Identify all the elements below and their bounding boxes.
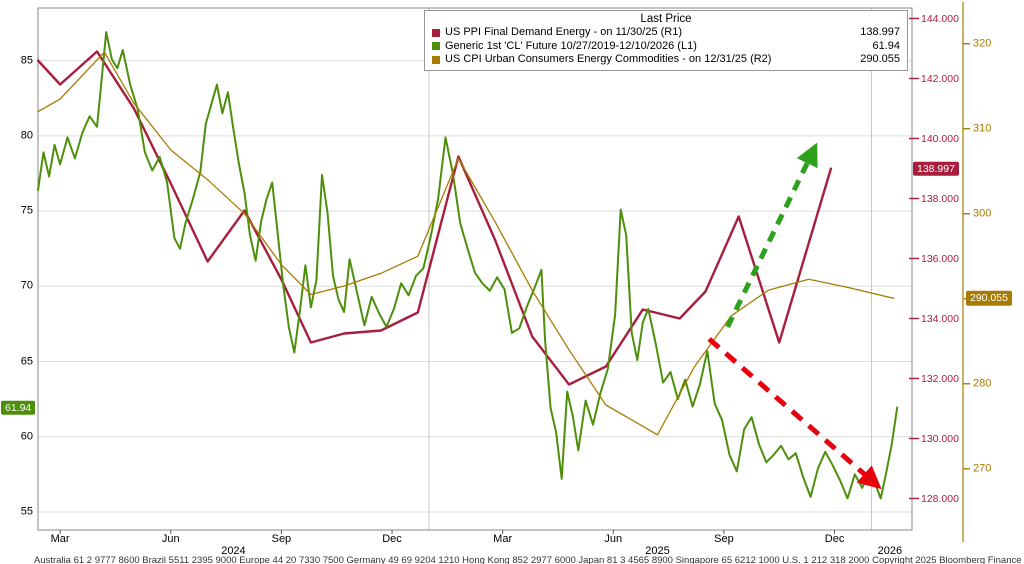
legend-swatch-icon [432, 42, 440, 51]
cl-future-series-line [37, 31, 899, 500]
trend-arrow-down-icon [707, 337, 882, 490]
chart-legend[interactable]: Last Price US PPI Final Demand Energy - … [424, 10, 908, 71]
legend-row-cpi[interactable]: US CPI Urban Consumers Energy Commoditie… [432, 53, 900, 67]
trend-arrow-up-icon [725, 142, 818, 329]
legend-label: US PPI Final Demand Energy - on 11/30/25… [445, 26, 683, 38]
legend-label: Generic 1st 'CL' Future 10/27/2019-12/10… [445, 39, 697, 52]
footer-disclaimer: Australia 61 2 9777 8600 Brazil 5511 239… [34, 556, 1022, 564]
legend-rows: US PPI Final Demand Energy - on 11/30/25… [432, 26, 900, 67]
plot-border [37, 7, 913, 531]
legend-last-price: 138.997 [860, 26, 900, 38]
legend-title: Last Price [640, 13, 692, 25]
legend-row-cl-future[interactable]: Generic 1st 'CL' Future 10/27/2019-12/10… [432, 40, 900, 54]
legend-last-price: 61.94 [872, 39, 900, 52]
legend-label: US CPI Urban Consumers Energy Commoditie… [445, 53, 772, 65]
legend-swatch-icon [432, 55, 440, 64]
cpi-series-line [37, 51, 895, 436]
legend-last-price: 290.055 [860, 53, 900, 65]
legend-row-ppi[interactable]: US PPI Final Demand Energy - on 11/30/25… [432, 26, 900, 40]
legend-swatch-icon [432, 28, 440, 37]
